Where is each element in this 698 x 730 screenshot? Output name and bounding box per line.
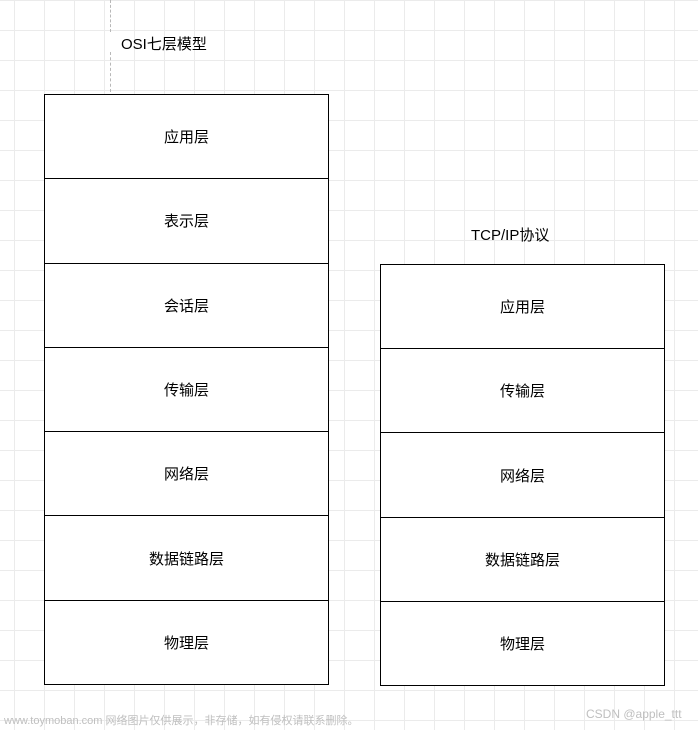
osi-title: OSI七层模型: [121, 33, 207, 54]
osi-stack: 应用层 表示层 会话层 传输层 网络层 数据链路层 物理层: [44, 94, 329, 685]
tcpip-layer-physical: 物理层: [381, 602, 664, 685]
osi-layer-network: 网络层: [45, 432, 328, 516]
osi-layer-physical: 物理层: [45, 601, 328, 684]
tcpip-layer-network: 网络层: [381, 433, 664, 517]
osi-layer-application: 应用层: [45, 95, 328, 179]
dash-top: [110, 0, 111, 32]
tcpip-layer-transport: 传输层: [381, 349, 664, 433]
osi-layer-datalink: 数据链路层: [45, 516, 328, 600]
tcpip-title: TCP/IP协议: [471, 224, 549, 245]
tcpip-layer-datalink: 数据链路层: [381, 518, 664, 602]
osi-layer-transport: 传输层: [45, 348, 328, 432]
tcpip-layer-application: 应用层: [381, 265, 664, 349]
osi-layer-session: 会话层: [45, 264, 328, 348]
osi-layer-presentation: 表示层: [45, 179, 328, 263]
watermark-left: www.toymoban.com 网络图片仅供展示，非存储，如有侵权请联系删除。: [4, 712, 358, 728]
tcpip-stack: 应用层 传输层 网络层 数据链路层 物理层: [380, 264, 665, 686]
dash-bottom: [110, 52, 111, 92]
watermark-right: CSDN @apple_ttt: [586, 707, 682, 721]
